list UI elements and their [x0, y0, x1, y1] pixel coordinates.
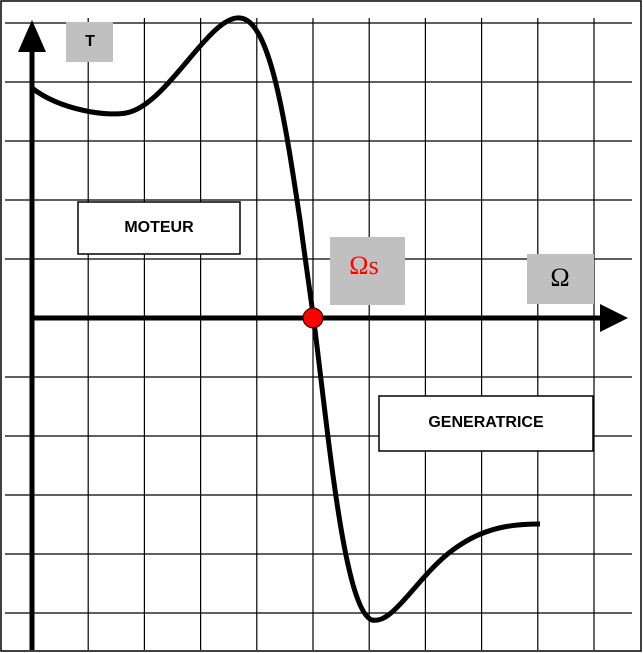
sync-box [330, 237, 405, 305]
t-label-box [66, 22, 113, 62]
grid [5, 18, 632, 650]
motor-box [77, 201, 241, 255]
motor-label: MOTEUR [124, 219, 194, 236]
sync-point [302, 307, 324, 329]
y-arrow [18, 20, 46, 52]
generator-box [378, 395, 594, 452]
omega-box [527, 254, 594, 304]
y-axis-label: T [85, 33, 95, 50]
sync-label: Ωs [349, 251, 378, 280]
torque-curve [30, 15, 541, 623]
generator-label: GENERATRICE [428, 414, 544, 431]
x-axis-label: Ω [550, 263, 569, 292]
x-arrow [600, 304, 628, 332]
